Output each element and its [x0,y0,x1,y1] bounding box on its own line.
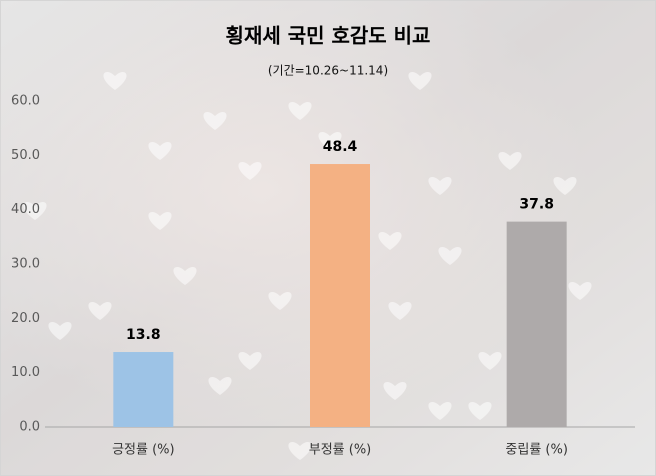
x-tick-label: 부정률 (%) [309,443,372,458]
bar [506,221,567,427]
y-tick-label: 40.0 [11,202,40,217]
data-label: 13.8 [126,327,161,343]
chart-title: 횡재세 국민 호감도 비교 [226,24,431,48]
bar [113,352,174,427]
x-tick-label: 긍정률 (%) [112,443,175,458]
y-tick-label: 10.0 [11,365,40,380]
y-tick-label: 60.0 [11,94,40,109]
y-tick-label: 50.0 [11,148,40,163]
data-label: 37.8 [519,197,554,213]
chart-subtitle: (기간=10.26~11.14) [268,64,388,78]
y-tick-label: 20.0 [11,311,40,326]
x-tick-label: 중립률 (%) [505,443,568,458]
y-tick-label: 30.0 [11,257,40,272]
data-label: 48.4 [323,139,358,155]
y-tick-label: 0.0 [19,420,40,435]
bar [310,164,370,427]
